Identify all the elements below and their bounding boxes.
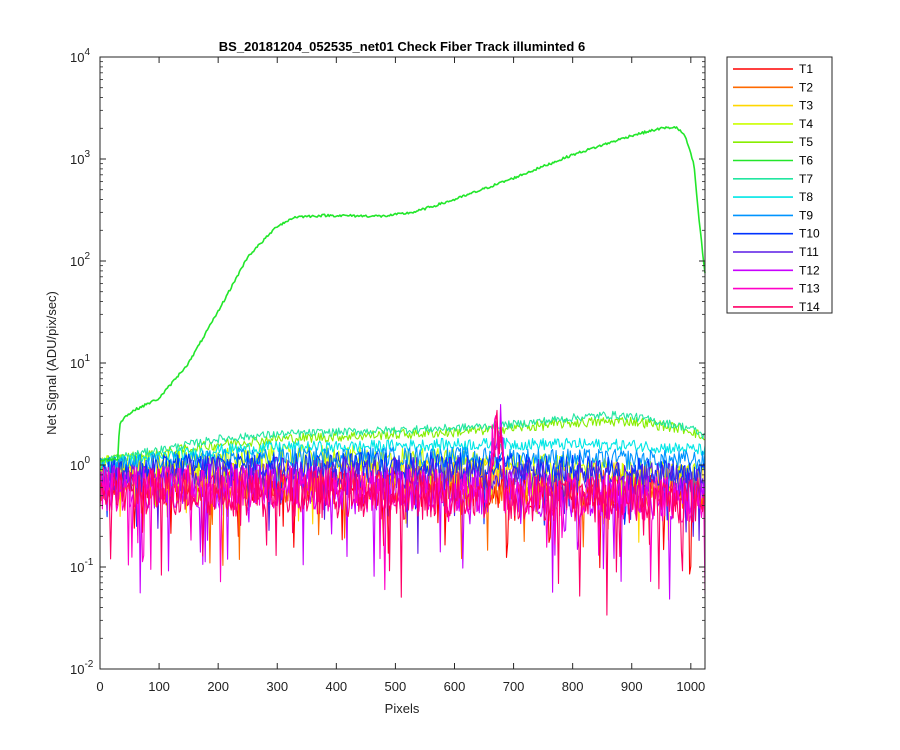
legend-item-t5[interactable]: T5 xyxy=(733,135,813,149)
x-tick-label: 500 xyxy=(385,679,407,694)
legend-item-t8[interactable]: T8 xyxy=(733,190,813,204)
legend-label: T6 xyxy=(799,154,813,168)
series-line-t13 xyxy=(99,415,706,594)
x-tick-label: 700 xyxy=(503,679,525,694)
legend-item-t2[interactable]: T2 xyxy=(733,80,813,94)
legend-label: T5 xyxy=(799,135,813,149)
x-tick-label: 800 xyxy=(562,679,584,694)
legend-label: T10 xyxy=(799,227,820,241)
x-tick-label: 600 xyxy=(444,679,466,694)
x-tick-label: 900 xyxy=(621,679,643,694)
legend-label: T14 xyxy=(799,300,820,314)
legend-label: T8 xyxy=(799,190,813,204)
plot-area-frame xyxy=(99,56,706,670)
series-line-t6 xyxy=(99,126,706,462)
y-axis-label: Net Signal (ADU/pix/sec) xyxy=(44,291,59,435)
legend-item-t7[interactable]: T7 xyxy=(733,172,813,186)
y-tick-label: 103 xyxy=(70,149,90,167)
legend-label: T12 xyxy=(799,263,820,277)
legend-item-t1[interactable]: T1 xyxy=(733,62,813,76)
series-line-t8 xyxy=(99,437,706,470)
legend-label: T2 xyxy=(799,80,813,94)
legend-label: T3 xyxy=(799,99,813,113)
x-tick-label: 0 xyxy=(96,679,103,694)
legend-item-t12[interactable]: T12 xyxy=(733,263,820,277)
x-tick-label: 1000 xyxy=(676,679,705,694)
series-line-t14 xyxy=(99,409,706,616)
legend-label: T7 xyxy=(799,172,813,186)
x-tick-label: 200 xyxy=(207,679,229,694)
y-tick-label: 102 xyxy=(70,251,90,269)
y-tick-label: 10-1 xyxy=(70,557,94,575)
legend-item-t3[interactable]: T3 xyxy=(733,99,813,113)
legend-label: T1 xyxy=(799,62,813,76)
legend-item-t9[interactable]: T9 xyxy=(733,208,813,222)
y-tick-label: 101 xyxy=(70,353,90,371)
legend-item-t4[interactable]: T4 xyxy=(733,117,813,131)
y-tick-label: 104 xyxy=(70,47,90,65)
legend-item-t10[interactable]: T10 xyxy=(733,227,820,241)
legend-item-t14[interactable]: T14 xyxy=(733,300,820,314)
legend[interactable]: T1 T2 T3 T4 T5 T6 T7 T8 T9 T10 T11 T12 T13 T14 xyxy=(726,56,833,314)
chart-title: BS_20181204_052535_net01 Check Fiber Tra… xyxy=(219,39,585,54)
legend-item-t11[interactable]: T11 xyxy=(733,245,819,259)
series-line-t12 xyxy=(99,404,706,600)
legend-label: T11 xyxy=(799,245,819,259)
series-line-t7 xyxy=(99,410,706,465)
x-axis-label: Pixels xyxy=(385,701,420,716)
legend-label: T9 xyxy=(799,208,813,222)
x-tick-label: 100 xyxy=(148,679,170,694)
legend-label: T4 xyxy=(799,117,813,131)
y-tick-label: 10-2 xyxy=(70,659,94,677)
legend-item-t13[interactable]: T13 xyxy=(733,282,820,296)
x-tick-label: 300 xyxy=(266,679,288,694)
y-tick-label: 100 xyxy=(70,455,90,473)
legend-label: T13 xyxy=(799,282,820,296)
legend-item-t6[interactable]: T6 xyxy=(733,154,813,168)
x-tick-label: 400 xyxy=(325,679,347,694)
